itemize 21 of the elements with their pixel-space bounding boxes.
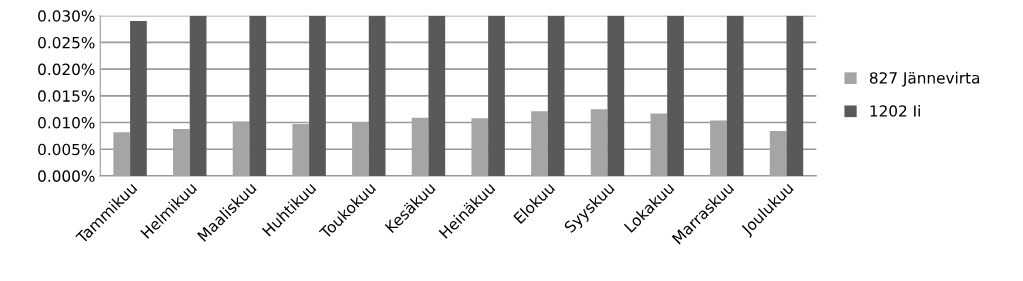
y-tick-label: 0.020% (38, 63, 95, 76)
bar (547, 15, 565, 176)
y-tick-label: 0.015% (38, 90, 95, 102)
y-tick-label: 0.005% (38, 143, 95, 156)
bar (667, 15, 684, 176)
bar (309, 15, 326, 176)
y-tick-label: 0.030% (38, 10, 95, 22)
legend-label: 827 Jännevirta (869, 71, 980, 87)
bar (428, 15, 446, 176)
bar (726, 15, 744, 176)
bar (368, 15, 386, 176)
bar (249, 15, 267, 176)
bar (607, 15, 625, 176)
bar (130, 21, 147, 176)
y-tick-label: 0.010% (38, 116, 95, 129)
y-tick-label: 0.025% (38, 36, 95, 49)
bar (189, 15, 207, 176)
bar (786, 15, 804, 176)
bar (488, 15, 505, 176)
legend-label: 1202 Ii (870, 104, 920, 117)
y-tick-label: 0.000% (38, 170, 95, 182)
